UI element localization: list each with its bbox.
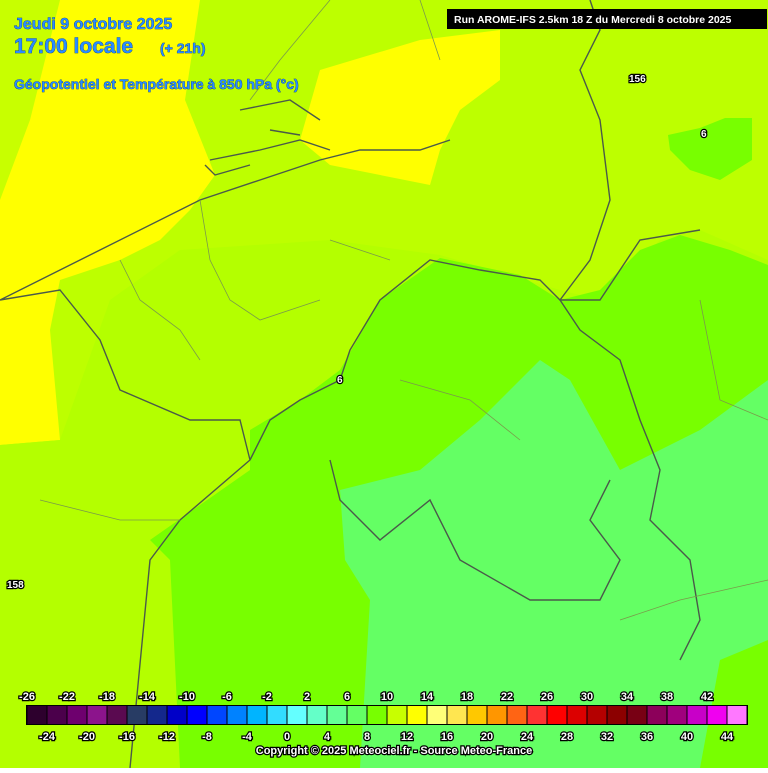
colorbar-label: -8 <box>202 731 212 743</box>
color-swatch <box>447 706 467 724</box>
color-swatch <box>87 706 107 724</box>
color-swatch <box>567 706 587 724</box>
parameter: Géopotentiel et Température à 850 hPa (°… <box>14 76 299 92</box>
contour-label: 6 <box>337 375 343 386</box>
color-swatch <box>427 706 447 724</box>
color-swatch <box>547 706 567 724</box>
lead-time: (+ 21h) <box>160 40 206 56</box>
color-swatch <box>527 706 547 724</box>
contour-label: 158 <box>7 580 24 591</box>
region-border <box>39 0 768 621</box>
color-swatch <box>47 706 67 724</box>
color-swatch <box>367 706 387 724</box>
cool-region <box>340 360 768 768</box>
colorbar-label: -6 <box>222 691 232 703</box>
border <box>329 0 701 661</box>
colorbar-label: 26 <box>541 691 553 703</box>
color-swatch <box>267 706 287 724</box>
colorbar-label: 44 <box>721 731 734 743</box>
colorbar-label: -4 <box>242 731 253 743</box>
color-swatch <box>627 706 647 724</box>
warm-region <box>300 30 500 185</box>
colorbar-label: 24 <box>521 731 534 743</box>
color-swatch <box>667 706 687 724</box>
colorbar-label: 34 <box>621 691 634 703</box>
colorbar-label: 32 <box>601 731 613 743</box>
colorbar-label: -16 <box>119 731 135 743</box>
run-box <box>447 9 767 29</box>
color-swatch <box>507 706 527 724</box>
color-swatch <box>327 706 347 724</box>
color-swatch <box>687 706 707 724</box>
color-swatch <box>587 706 607 724</box>
colorbar-label: 16 <box>441 731 453 743</box>
colorbar-label: 22 <box>501 691 513 703</box>
colorbar-label: -24 <box>39 731 56 743</box>
colorbar-label: 40 <box>681 731 693 743</box>
run-info: Run AROME-IFS 2.5km 18 Z du Mercredi 8 o… <box>454 14 732 26</box>
color-swatch <box>727 706 747 724</box>
contour-label: 6 <box>701 129 707 140</box>
colorbar-label: 10 <box>381 691 393 703</box>
date: Jeudi 9 octobre 2025 <box>14 16 172 33</box>
color-swatch <box>67 706 87 724</box>
color-swatch <box>247 706 267 724</box>
color-swatch <box>307 706 327 724</box>
colorbar-label: 14 <box>421 691 434 703</box>
colorbar-label: -26 <box>19 691 35 703</box>
color-swatch <box>387 706 407 724</box>
colorbar-label: -2 <box>262 691 272 703</box>
color-swatch <box>407 706 427 724</box>
copyright: Copyright © 2025 Meteociel.fr - Source M… <box>256 745 532 757</box>
colorbar: -26 -22 -18 -14 -10 -6 -2 2 6 10 14 18 22 26 30 34 38 42-… <box>18 690 748 744</box>
colorbar-label: 42 <box>701 691 713 703</box>
contour-label: 156 <box>629 74 646 85</box>
colorbar-label: 4 <box>324 731 331 743</box>
colorbar-label: 6 <box>344 691 350 703</box>
colorbar-label: 0 <box>284 731 290 743</box>
colorbar-label: -20 <box>79 731 95 743</box>
colorbar-label: 2 <box>304 691 310 703</box>
color-swatch <box>227 706 247 724</box>
region <box>0 0 60 200</box>
colorbar-label: -22 <box>59 691 75 703</box>
color-swatch <box>607 706 627 724</box>
color-swatch <box>147 706 167 724</box>
color-swatch <box>187 706 207 724</box>
time: 17:00 locale <box>14 35 133 58</box>
colorbar-label: 20 <box>481 731 493 743</box>
color-swatch <box>127 706 147 724</box>
colorbar-label: 12 <box>401 731 413 743</box>
color-swatch <box>207 706 227 724</box>
colorbar-label: 30 <box>581 691 593 703</box>
color-swatch <box>347 706 367 724</box>
color-swatch <box>647 706 667 724</box>
colorbar-label: 18 <box>461 691 473 703</box>
colorbar-label: 38 <box>661 691 673 703</box>
color-swatch <box>487 706 507 724</box>
warm-region <box>0 0 215 445</box>
coast <box>204 99 331 176</box>
color-swatch <box>107 706 127 724</box>
colorbar-label: -18 <box>99 691 115 703</box>
colorbar-label: -10 <box>179 691 195 703</box>
colorbar-label: 28 <box>561 731 573 743</box>
colorbar-label: -14 <box>139 691 156 703</box>
cool-region <box>668 118 752 180</box>
color-swatch <box>167 706 187 724</box>
color-swatch <box>287 706 307 724</box>
colorbar-label: -12 <box>159 731 175 743</box>
color-swatch <box>707 706 727 724</box>
color-swatch <box>27 706 47 724</box>
colorbar-label: 8 <box>364 731 370 743</box>
colorbar-label: 36 <box>641 731 653 743</box>
color-swatch <box>467 706 487 724</box>
border <box>0 139 701 769</box>
